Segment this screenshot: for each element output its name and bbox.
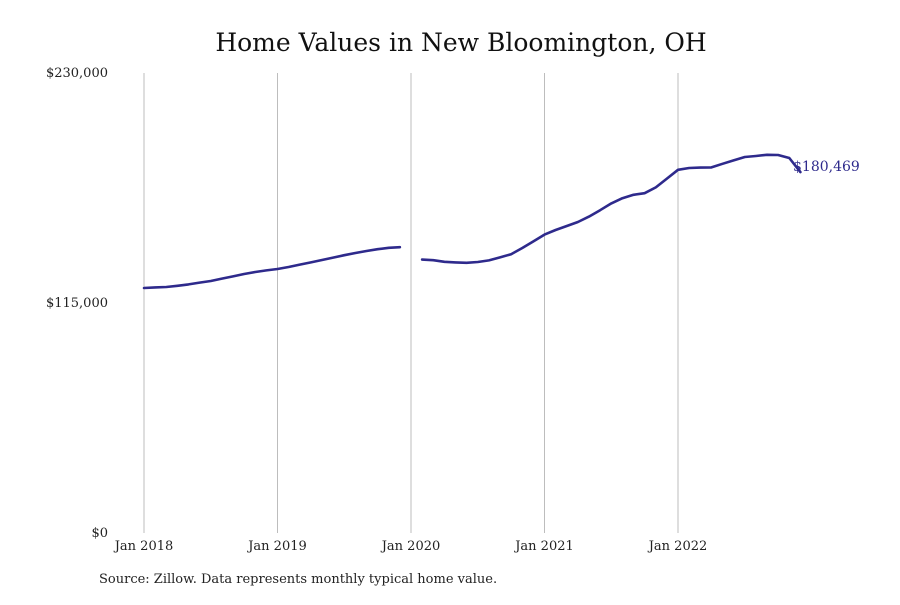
x-tick-label: Jan 2020 bbox=[380, 539, 441, 554]
series-home-value bbox=[142, 153, 802, 290]
series-line-segment bbox=[420, 153, 802, 265]
source-note: Source: Zillow. Data represents monthly … bbox=[99, 572, 498, 587]
y-axis-ticks: $0 $115,000 $230,000 bbox=[46, 66, 108, 541]
y-tick-label: $230,000 bbox=[46, 66, 108, 81]
x-tick-label: Jan 2022 bbox=[647, 539, 708, 554]
y-tick-label: $0 bbox=[91, 526, 108, 541]
y-tick-label: $115,000 bbox=[46, 296, 108, 311]
x-tick-label: Jan 2021 bbox=[513, 539, 574, 554]
x-axis-ticks: Jan 2018 Jan 2019 Jan 2020 Jan 2021 Jan 2022 bbox=[113, 539, 708, 554]
series-line-segment bbox=[142, 245, 402, 290]
end-value-label: $180,469 bbox=[793, 159, 860, 175]
x-tick-label: Jan 2019 bbox=[246, 539, 307, 554]
x-tick-label: Jan 2018 bbox=[113, 539, 174, 554]
grid-lines bbox=[143, 73, 679, 533]
chart-title: Home Values in New Bloomington, OH bbox=[215, 28, 706, 57]
